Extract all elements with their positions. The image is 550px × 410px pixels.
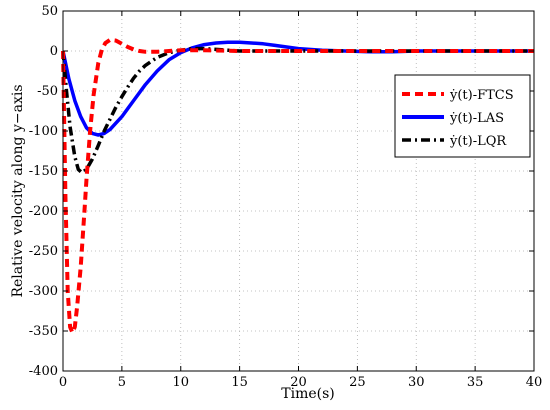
y-tick-label: 0 bbox=[50, 44, 58, 59]
y-tick-label: -100 bbox=[29, 124, 58, 139]
x-tick-label: 40 bbox=[526, 375, 543, 390]
legend-label-las: ẏ(t)-LAS bbox=[449, 111, 504, 126]
series-line-ftcs bbox=[61, 37, 534, 335]
series-line-lqr bbox=[61, 46, 534, 175]
x-tick-label: 35 bbox=[467, 375, 484, 390]
y-tick-label: -50 bbox=[37, 84, 58, 99]
legend: ẏ(t)-FTCS ẏ(t)-LAS ẏ(t)-LQR bbox=[394, 74, 531, 158]
x-tick-label: 5 bbox=[118, 375, 126, 390]
x-tick-label: 20 bbox=[290, 375, 307, 390]
x-tick-label: 25 bbox=[349, 375, 366, 390]
y-tick-label: -350 bbox=[29, 324, 58, 339]
y-tick-label: -400 bbox=[29, 364, 58, 379]
y-tick-label: -250 bbox=[29, 244, 58, 259]
grid bbox=[63, 11, 534, 371]
x-tick-label: 30 bbox=[408, 375, 425, 390]
y-tick-label: -150 bbox=[29, 164, 58, 179]
series-group bbox=[61, 37, 534, 335]
x-tick-label: 15 bbox=[231, 375, 248, 390]
legend-label-lqr: ẏ(t)-LQR bbox=[449, 134, 507, 149]
legend-label-ftcs: ẏ(t)-FTCS bbox=[449, 88, 514, 103]
y-axis-label: Relative velocity along y−axis bbox=[10, 84, 26, 297]
y-tick-label: -300 bbox=[29, 284, 58, 299]
x-tick-label: 10 bbox=[172, 375, 189, 390]
x-tick-label: 0 bbox=[59, 375, 67, 390]
y-tick-label: -200 bbox=[29, 204, 58, 219]
tick-labels: 0 5 10 15 20 25 30 35 40 50 0 -50 -100 -150 -200 -250 -3… bbox=[29, 4, 542, 390]
x-axis-label: Time(s) bbox=[281, 386, 334, 402]
y-tick-label: 50 bbox=[41, 4, 58, 19]
